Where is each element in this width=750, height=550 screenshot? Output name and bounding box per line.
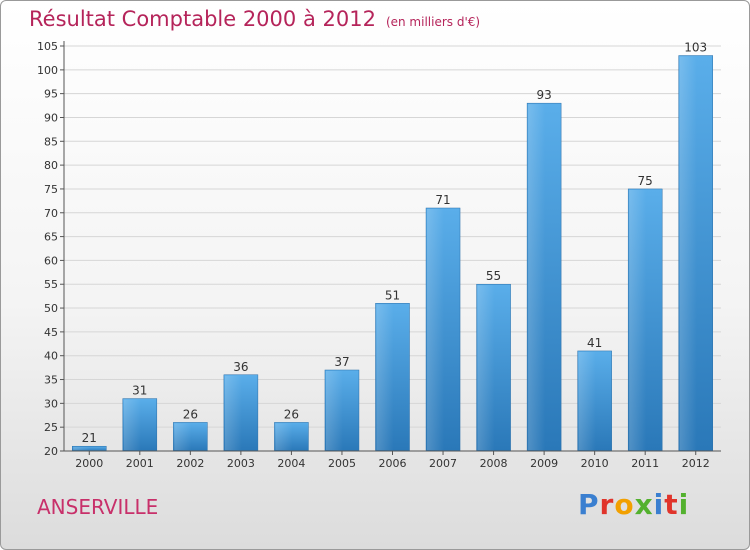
data-label-2001: 31 xyxy=(132,384,147,398)
bar-highlight xyxy=(174,423,192,450)
chart-title-text: Résultat Comptable 2000 à 2012 xyxy=(29,7,376,31)
data-label-2004: 26 xyxy=(284,407,299,421)
data-label-2011: 75 xyxy=(638,174,653,188)
y-tick-label: 100 xyxy=(37,64,58,77)
y-tick-label: 25 xyxy=(44,421,58,434)
data-label-2005: 37 xyxy=(334,355,349,369)
x-tick-label: 2004 xyxy=(277,457,305,470)
x-tick-label: 2009 xyxy=(530,457,558,470)
axes: 20 25 30 35 40 45 50 55 60 65 70 75 80 85 90 95 100 105 21… xyxy=(37,40,721,470)
y-tick-label: 45 xyxy=(44,326,58,339)
y-tick-label: 85 xyxy=(44,135,58,148)
y-tick-label: 105 xyxy=(37,40,58,53)
x-tick-label: 2001 xyxy=(126,457,154,470)
y-tick-label: 50 xyxy=(44,302,58,315)
y-tick-label: 40 xyxy=(44,350,58,363)
proxiti-logo[interactable]: Proxiti xyxy=(578,488,690,521)
data-label-2008: 55 xyxy=(486,269,501,283)
x-tick-label: 2010 xyxy=(581,457,609,470)
data-label-2010: 41 xyxy=(587,336,602,350)
y-tick-label: 95 xyxy=(44,88,58,101)
x-tick-label: 2002 xyxy=(176,457,204,470)
commune-name: ANSERVILLE xyxy=(37,495,159,519)
x-tick-label: 2011 xyxy=(631,457,659,470)
y-tick-label: 30 xyxy=(44,397,58,410)
y-tick-label: 20 xyxy=(44,445,58,458)
x-tick-label: 2012 xyxy=(682,457,710,470)
y-tick-label: 65 xyxy=(44,231,58,244)
x-tick-label: 2006 xyxy=(379,457,407,470)
y-tick-label: 75 xyxy=(44,183,58,196)
data-label-2006: 51 xyxy=(385,288,400,302)
bar-highlight xyxy=(376,304,394,450)
bar-highlight xyxy=(427,209,445,450)
x-tick-label: 2003 xyxy=(227,457,255,470)
y-tick-label: 35 xyxy=(44,374,58,387)
bar-highlight xyxy=(123,399,141,450)
bar-highlight xyxy=(477,285,495,450)
bar-highlight xyxy=(629,189,647,451)
bar-highlight xyxy=(528,104,546,451)
data-label-2007: 71 xyxy=(435,193,450,207)
bar-highlight xyxy=(325,371,343,450)
bar-highlight xyxy=(679,56,697,450)
chart-title: Résultat Comptable 2000 à 2012 (en millie… xyxy=(29,7,480,31)
y-tick-label: 70 xyxy=(44,207,58,220)
x-tick-label: 2008 xyxy=(480,457,508,470)
bar-highlight xyxy=(275,423,293,450)
bar-highlight xyxy=(73,447,91,450)
chart-subtitle: (en milliers d'€) xyxy=(385,15,481,29)
x-tick-label: 2007 xyxy=(429,457,457,470)
data-label-2003: 36 xyxy=(233,360,248,374)
bar-highlight xyxy=(578,351,596,450)
x-tick-label: 2000 xyxy=(75,457,103,470)
data-label-2009: 93 xyxy=(536,88,551,102)
bar-highlight xyxy=(224,375,242,450)
data-label-2012: 103 xyxy=(684,41,707,55)
bars xyxy=(72,55,713,452)
y-tick-label: 80 xyxy=(44,159,58,172)
y-tick-label: 55 xyxy=(44,278,58,291)
y-tick-label: 60 xyxy=(44,254,58,267)
data-label-2000: 21 xyxy=(82,431,97,445)
data-label-2002: 26 xyxy=(183,407,198,421)
x-tick-label: 2005 xyxy=(328,457,356,470)
y-tick-label: 90 xyxy=(44,111,58,124)
